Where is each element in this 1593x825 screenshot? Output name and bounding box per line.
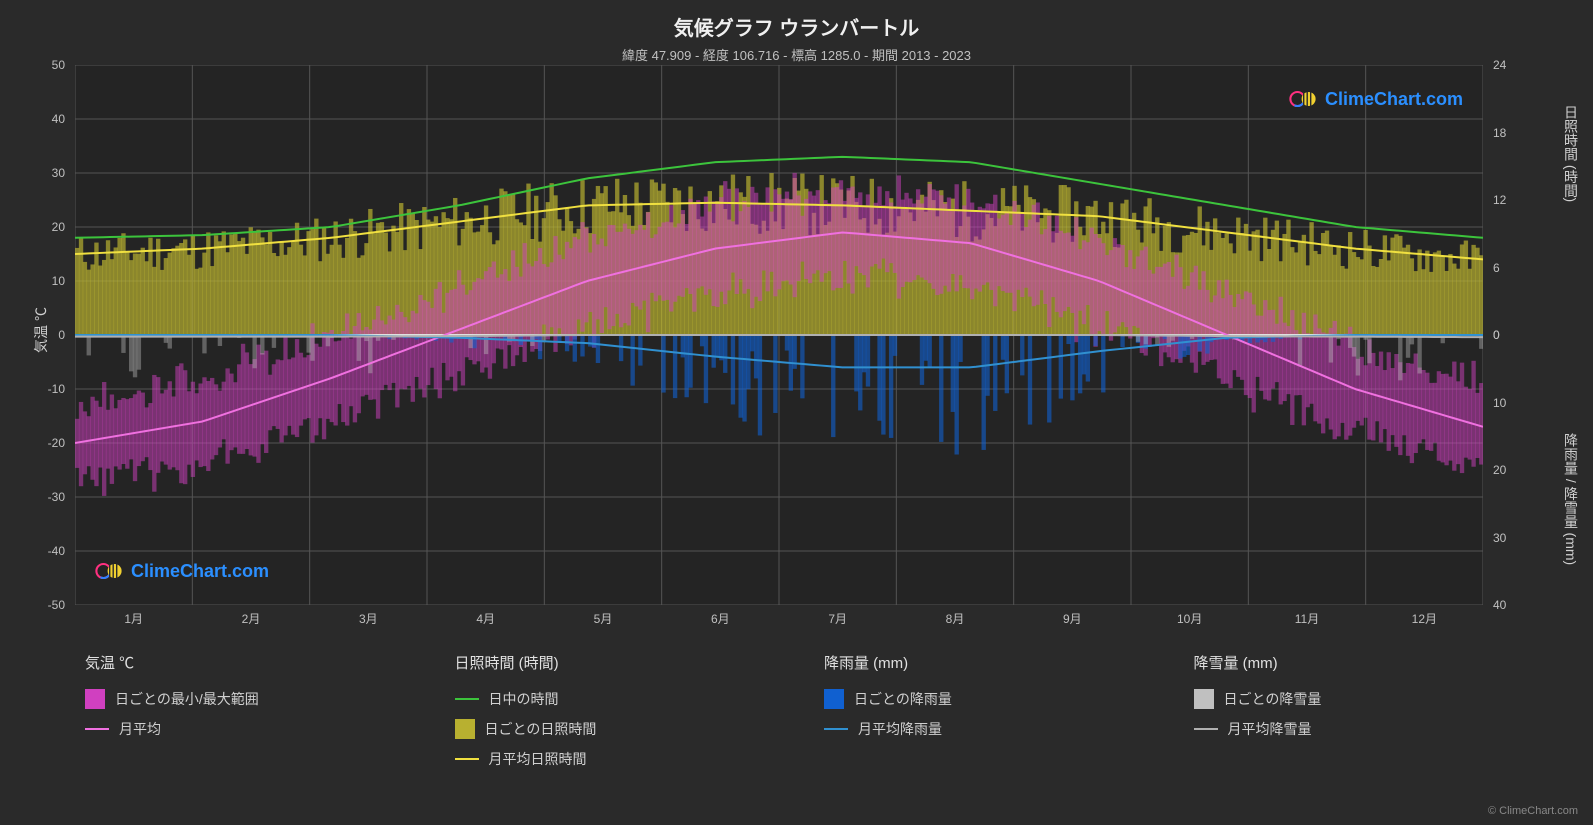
y-axis-right: 24181260010203040 <box>1483 65 1593 605</box>
y-axis-left: 50403020100-10-20-30-40-50 <box>0 65 75 605</box>
x-tick: 2月 <box>242 610 261 627</box>
watermark-text: ClimeChart.com <box>131 561 269 582</box>
legend-line <box>455 698 479 700</box>
legend-swatch <box>85 689 105 709</box>
legend-item: 月平均降雨量 <box>824 719 1174 739</box>
y-tick-left: -50 <box>48 598 65 612</box>
y-tick-right-bottom: 20 <box>1493 463 1506 477</box>
x-axis: 1月 2月 3月 4月 5月 6月 7月 8月 9月 10月 11月 12月 <box>75 610 1483 630</box>
legend-line <box>85 728 109 730</box>
legend-item: 月平均 <box>85 719 435 739</box>
watermark-top: ClimeChart.com <box>1289 85 1463 113</box>
x-tick: 8月 <box>946 610 965 627</box>
x-tick: 11月 <box>1295 610 1319 627</box>
y-tick-right-bottom: 10 <box>1493 396 1506 410</box>
climechart-logo-icon <box>95 557 123 585</box>
x-tick: 5月 <box>594 610 613 627</box>
legend-group-title: 降雪量 (mm) <box>1194 652 1544 673</box>
legend-line <box>455 758 479 760</box>
x-tick: 3月 <box>359 610 378 627</box>
legend-group-title: 日照時間 (時間) <box>455 652 805 673</box>
legend-item-label: 日中の時間 <box>489 689 559 709</box>
y-tick-right-bottom: 40 <box>1493 598 1506 612</box>
legend: 気温 ℃ 日ごとの最小/最大範囲月平均 日照時間 (時間) 日中の時間日ごとの日照時間… <box>85 652 1543 807</box>
y-tick-right-top: 12 <box>1493 193 1506 207</box>
legend-line <box>824 728 848 730</box>
x-tick: 9月 <box>1063 610 1082 627</box>
legend-swatch <box>824 689 844 709</box>
legend-item-label: 月平均降雨量 <box>858 719 942 739</box>
y-tick-left: -30 <box>48 490 65 504</box>
y-tick-left: 40 <box>52 112 65 126</box>
y-tick-left: -10 <box>48 382 65 396</box>
legend-item: 月平均日照時間 <box>455 749 805 769</box>
x-tick: 6月 <box>711 610 730 627</box>
x-tick: 4月 <box>476 610 495 627</box>
legend-item-label: 日ごとの降雪量 <box>1224 689 1322 709</box>
legend-group-title: 降雨量 (mm) <box>824 652 1174 673</box>
legend-line <box>1194 728 1218 730</box>
legend-item-label: 日ごとの降雨量 <box>854 689 952 709</box>
legend-group: 日照時間 (時間) 日中の時間日ごとの日照時間月平均日照時間 <box>455 652 805 807</box>
legend-group: 気温 ℃ 日ごとの最小/最大範囲月平均 <box>85 652 435 807</box>
plot-area: ClimeChart.com ClimeChart.com <box>75 65 1483 605</box>
legend-item-label: 日ごとの最小/最大範囲 <box>115 689 259 709</box>
legend-swatch <box>455 719 475 739</box>
y-tick-right-top: 18 <box>1493 126 1506 140</box>
watermark-bottom: ClimeChart.com <box>95 557 269 585</box>
legend-item-label: 日ごとの日照時間 <box>485 719 597 739</box>
y-tick-left: -40 <box>48 544 65 558</box>
watermark-text: ClimeChart.com <box>1325 89 1463 110</box>
legend-item: 日ごとの降雨量 <box>824 689 1174 709</box>
plot-svg <box>75 65 1483 605</box>
legend-swatch <box>1194 689 1214 709</box>
y-tick-left: 50 <box>52 58 65 72</box>
y-tick-right-bottom: 30 <box>1493 531 1506 545</box>
y-tick-right-bottom: 0 <box>1493 328 1500 342</box>
legend-item: 日中の時間 <box>455 689 805 709</box>
chart-subtitle: 緯度 47.909 - 経度 106.716 - 標高 1285.0 - 期間 … <box>0 41 1593 64</box>
legend-item: 日ごとの最小/最大範囲 <box>85 689 435 709</box>
copyright: © ClimeChart.com <box>1488 805 1578 817</box>
climechart-logo-icon <box>1289 85 1317 113</box>
x-tick: 1月 <box>124 610 143 627</box>
climate-chart: 気候グラフ ウランバートル 緯度 47.909 - 経度 106.716 - 標… <box>0 0 1593 825</box>
legend-item-label: 月平均 <box>119 719 161 739</box>
y-tick-left: -20 <box>48 436 65 450</box>
legend-item: 日ごとの降雪量 <box>1194 689 1544 709</box>
legend-item: 日ごとの日照時間 <box>455 719 805 739</box>
legend-item-label: 月平均日照時間 <box>489 749 587 769</box>
chart-title: 気候グラフ ウランバートル <box>0 0 1593 41</box>
y-tick-right-top: 6 <box>1493 261 1500 275</box>
y-tick-right-top: 24 <box>1493 58 1506 72</box>
y-tick-left: 30 <box>52 166 65 180</box>
legend-group: 降雨量 (mm) 日ごとの降雨量月平均降雨量 <box>824 652 1174 807</box>
y-tick-left: 0 <box>58 328 65 342</box>
x-tick: 10月 <box>1177 610 1202 627</box>
legend-group: 降雪量 (mm) 日ごとの降雪量月平均降雪量 <box>1194 652 1544 807</box>
x-tick: 7月 <box>828 610 847 627</box>
y-tick-left: 20 <box>52 220 65 234</box>
x-tick: 12月 <box>1412 610 1437 627</box>
y-tick-left: 10 <box>52 274 65 288</box>
legend-item-label: 月平均降雪量 <box>1228 719 1312 739</box>
legend-item: 月平均降雪量 <box>1194 719 1544 739</box>
legend-group-title: 気温 ℃ <box>85 652 435 673</box>
